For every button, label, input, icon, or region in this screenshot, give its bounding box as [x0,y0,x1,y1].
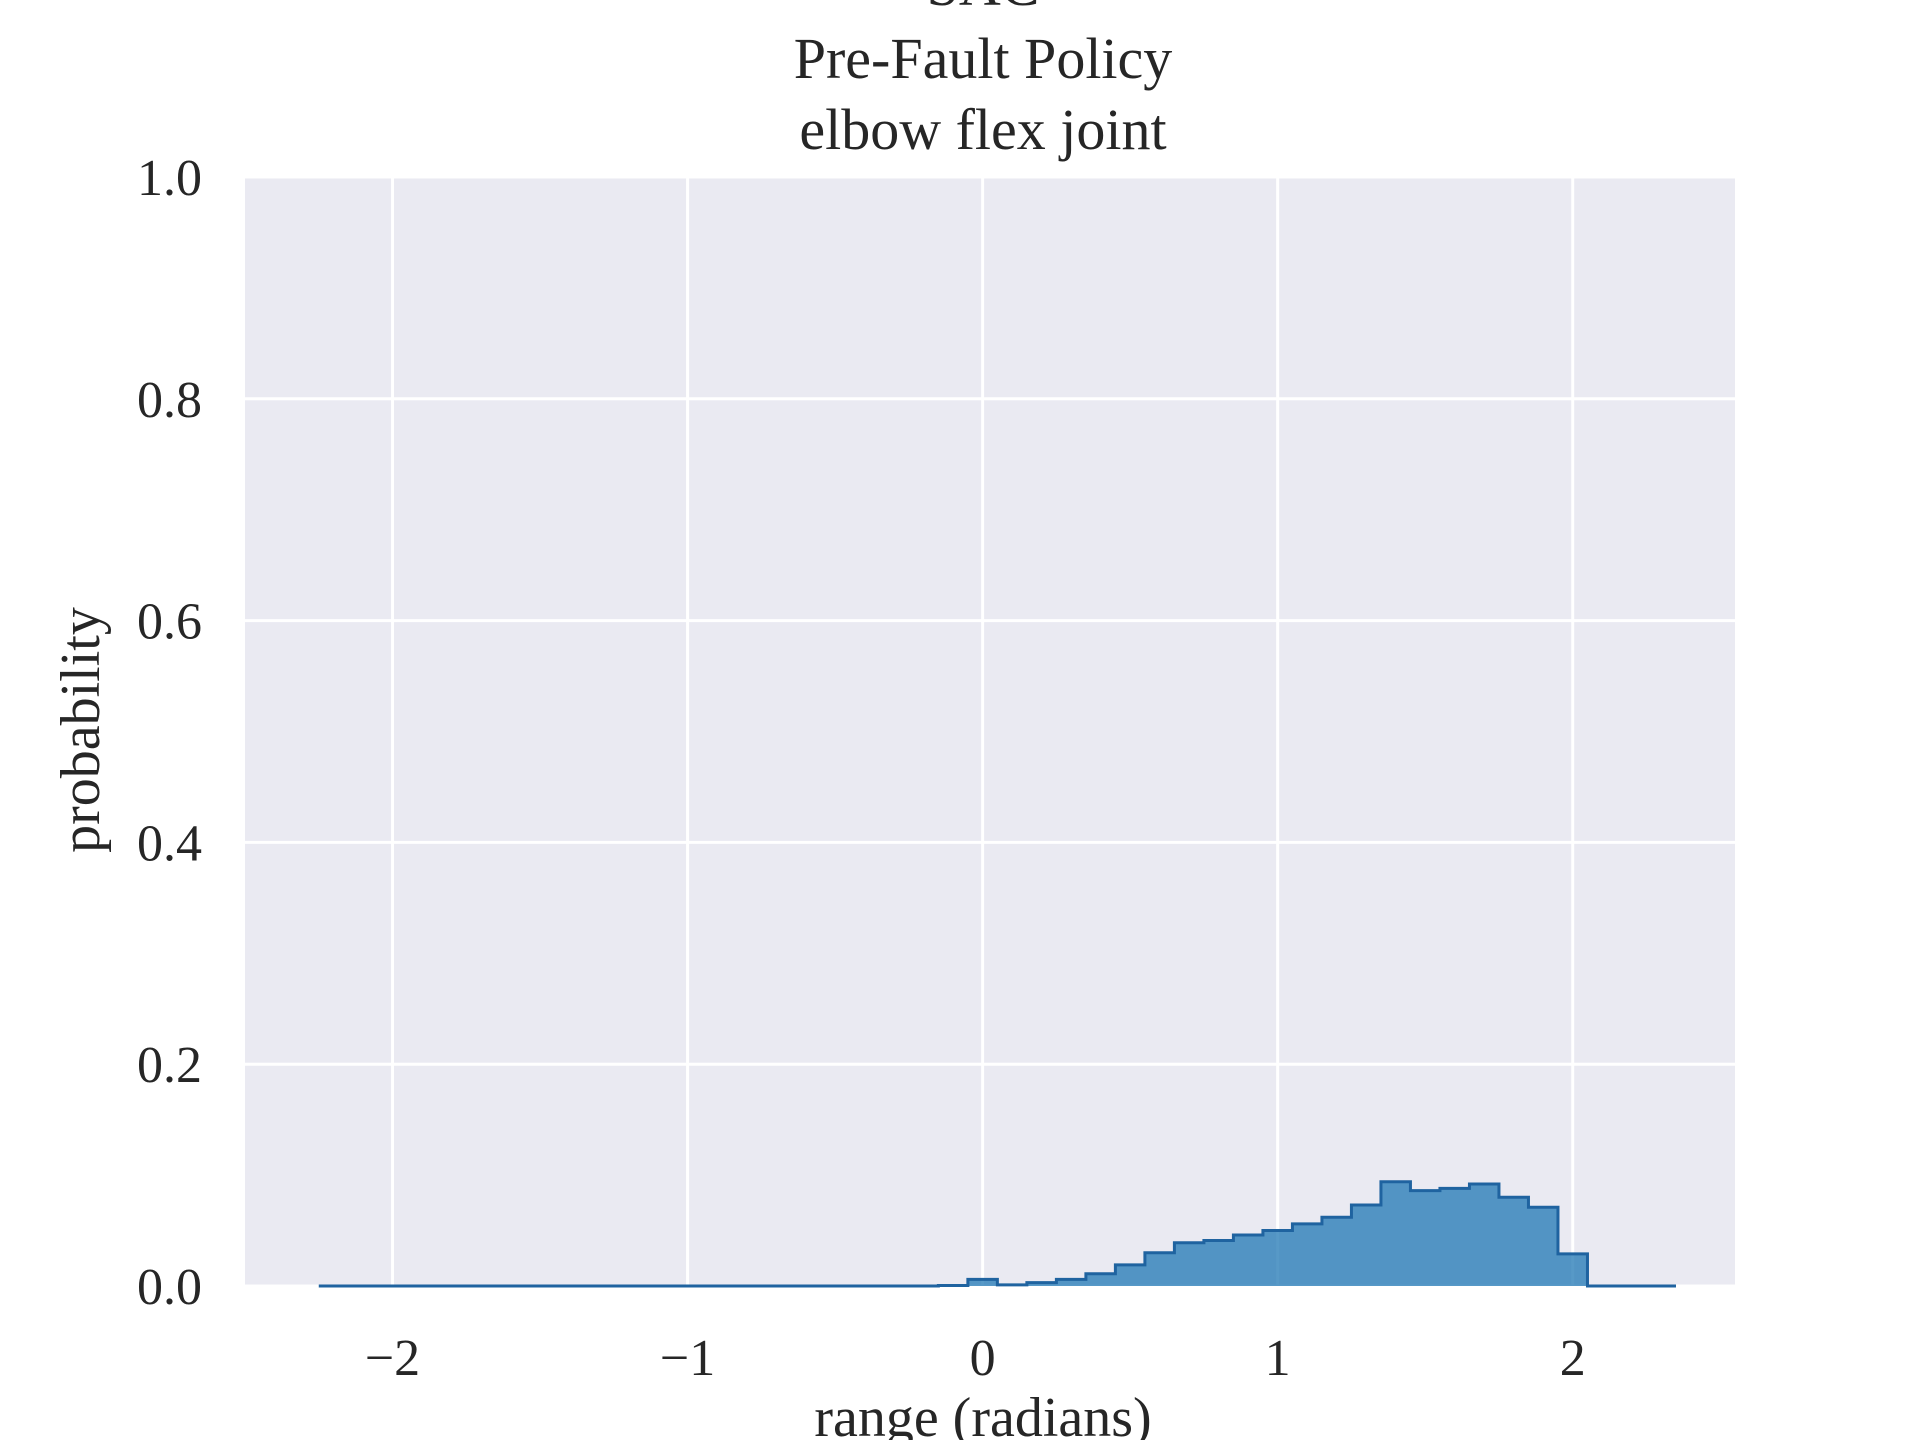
x-tick-label: −2 [365,1330,420,1387]
histogram-bin [1558,1254,1588,1286]
plot-area [245,177,1735,1286]
x-axis-ticks: −2 −1 0 1 2 [365,1330,1586,1387]
chart-title-line-1: SAC [927,0,1040,18]
histogram-bin [968,1279,998,1286]
x-tick-label: −1 [660,1330,715,1387]
x-tick-label: 0 [970,1330,996,1387]
histogram-bin [997,1285,1027,1286]
histogram-bin [1528,1207,1558,1286]
histogram-bin [1469,1184,1499,1286]
y-tick-label: 1.0 [137,150,202,207]
histogram-step-outline [318,1180,1676,1288]
histogram-fill [318,1181,1676,1286]
y-tick-label: 0.4 [137,815,202,872]
histogram-bin [1499,1197,1529,1286]
y-tick-label: 0.2 [137,1037,202,1094]
histogram-bin [938,1285,968,1286]
histogram-bin [1440,1188,1470,1286]
histogram-bin [1204,1241,1234,1286]
y-axis-label: probability [50,607,112,853]
y-tick-label: 0.6 [137,594,202,651]
y-tick-label: 0.8 [137,372,202,429]
y-axis-ticks: 0.0 0.2 0.4 0.6 0.8 1.0 [137,150,202,1316]
histogram-bin [1145,1253,1175,1286]
histogram-bin [1322,1217,1352,1286]
chart-title-line-3: elbow flex joint [799,97,1166,162]
histogram-bin [1263,1231,1293,1286]
chart-title-line-2: Pre-Fault Policy [794,26,1173,91]
histogram-bin [1351,1205,1381,1286]
histogram-bin [1381,1182,1411,1286]
histogram-bin [1174,1243,1204,1286]
histogram-bin [1086,1274,1116,1286]
histogram-bin [1292,1224,1322,1286]
histogram-bin [1115,1265,1145,1286]
histogram-bin [1056,1279,1086,1286]
y-tick-label: 0.0 [137,1259,202,1316]
x-tick-label: 2 [1560,1330,1586,1387]
histogram-bin [1233,1235,1263,1286]
x-axis-label: range (radians) [814,1387,1151,1440]
histogram-bin [1410,1191,1440,1286]
histogram-bin [1027,1283,1057,1286]
x-tick-label: 1 [1265,1330,1291,1387]
